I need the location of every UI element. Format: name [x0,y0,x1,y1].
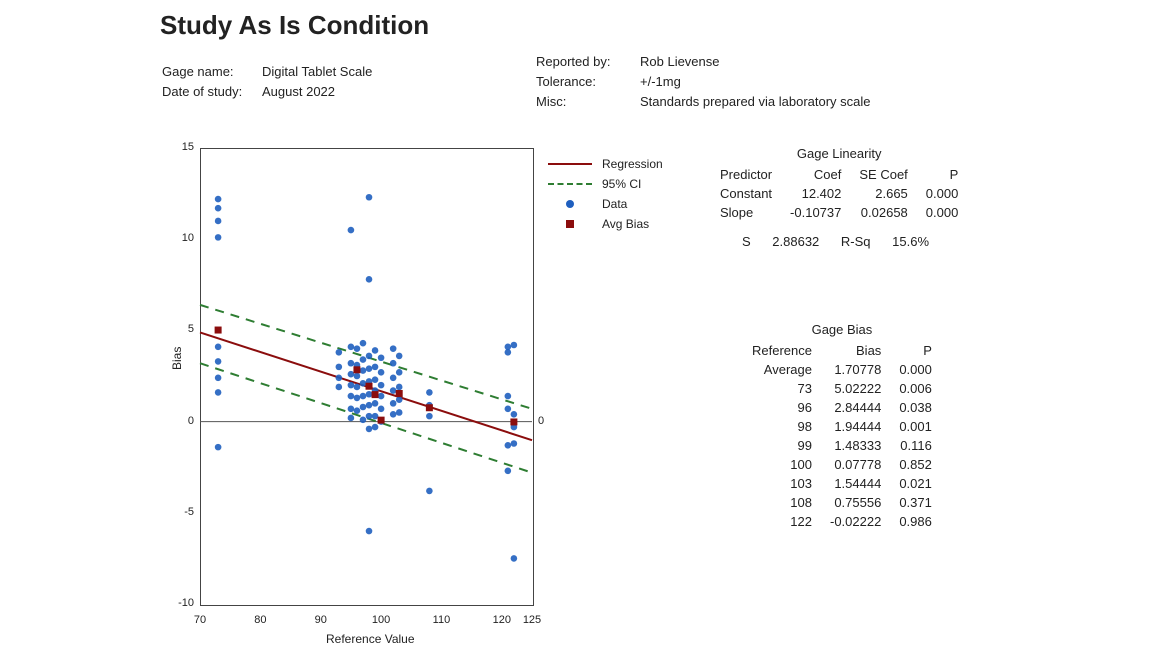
cell: 1.70778 [830,362,897,379]
cell: 0.116 [899,438,948,455]
table-row: Average1.707780.000 [752,362,948,379]
table-row: 991.483330.116 [752,438,948,455]
meta-label: Gage name: [162,62,262,82]
table-row: 735.022220.006 [752,381,948,398]
x-axis-label: Reference Value [326,632,415,646]
x-tick: 120 [490,614,514,626]
meta-label: Tolerance: [536,72,640,92]
cell: 0.021 [899,476,948,493]
meta-value: August 2022 [262,82,335,102]
x-tick: 110 [429,614,453,626]
zero-ref-label: 0 [538,415,544,427]
table-row: 962.844440.038 [752,400,948,417]
y-tick: 10 [170,232,194,244]
table-row: Slope-0.107370.026580.000 [720,205,974,222]
meta-right: Reported by:Rob LievenseTolerance:+/-1mg… [536,52,871,112]
meta-value: Digital Tablet Scale [262,62,372,82]
cell: 0.000 [926,186,975,203]
cell: 1.94444 [830,419,897,436]
meta-left: Gage name:Digital Tablet ScaleDate of st… [162,62,372,102]
meta-label: Reported by: [536,52,640,72]
cell: 0.75556 [830,495,897,512]
cell: 0.02658 [859,205,923,222]
cell: 12.402 [790,186,857,203]
col-header: Predictor [720,167,788,184]
y-tick: 5 [170,323,194,335]
cell: 0.001 [899,419,948,436]
table-title: Gage Linearity [720,146,974,165]
x-tick: 100 [369,614,393,626]
legend: Regression95% CIDataAvg Bias [548,154,663,234]
cell: 0.038 [899,400,948,417]
meta-value: Standards prepared via laboratory scale [640,92,871,112]
cell: 1.48333 [830,438,897,455]
legend-item: 95% CI [548,174,663,194]
y-tick: 0 [170,415,194,427]
legend-item: Regression [548,154,663,174]
cell: 100 [752,457,828,474]
gage-bias-table: Gage BiasReferenceBiasPAverage1.707780.0… [750,320,950,533]
table-row: 1031.544440.021 [752,476,948,493]
cell: Average [752,362,828,379]
cell: 99 [752,438,828,455]
meta-value: +/-1mg [640,72,681,92]
meta-value: Rob Lievense [640,52,720,72]
y-axis-label: Bias [170,347,184,370]
x-tick: 80 [248,614,272,626]
col-header: Coef [790,167,857,184]
gage-linearity-summary: S 2.88632 R-Sq 15.6% [742,234,947,249]
cell: 2.665 [859,186,923,203]
meta-label: Misc: [536,92,640,112]
page-title: Study As Is Condition [160,10,429,41]
cell: 0.852 [899,457,948,474]
cell: 103 [752,476,828,493]
cell: 73 [752,381,828,398]
cell: 1.54444 [830,476,897,493]
cell: 122 [752,514,828,531]
col-header: SE Coef [859,167,923,184]
col-header: P [899,343,948,360]
y-tick: -10 [170,597,194,609]
x-tick: 70 [188,614,212,626]
y-tick: 15 [170,141,194,153]
legend-item: Avg Bias [548,214,663,234]
cell: 0.006 [899,381,948,398]
rsq-value: 15.6% [892,234,947,249]
s-value: 2.88632 [772,234,837,249]
col-header: Reference [752,343,828,360]
s-label: S [742,234,769,249]
cell: 96 [752,400,828,417]
table-row: Constant12.4022.6650.000 [720,186,974,203]
y-tick: -5 [170,506,194,518]
col-header: P [926,167,975,184]
x-tick: 90 [309,614,333,626]
table-row: 1000.077780.852 [752,457,948,474]
cell: 0.000 [899,362,948,379]
meta-label: Date of study: [162,82,262,102]
cell: 0.986 [899,514,948,531]
cell: -0.02222 [830,514,897,531]
table-row: 981.944440.001 [752,419,948,436]
cell: 98 [752,419,828,436]
cell: 2.84444 [830,400,897,417]
cell: Constant [720,186,788,203]
legend-item: Data [548,194,663,214]
cell: 0.000 [926,205,975,222]
cell: 0.07778 [830,457,897,474]
rsq-label: R-Sq [841,234,889,249]
cell: 5.02222 [830,381,897,398]
table-row: 1080.755560.371 [752,495,948,512]
cell: 108 [752,495,828,512]
col-header: Bias [830,343,897,360]
x-tick: 125 [520,614,544,626]
gage-linearity-table: Gage Linearity PredictorCoefSE CoefP Const… [718,144,976,224]
table-title: Gage Bias [752,322,948,341]
cell: Slope [720,205,788,222]
bias-scatter-plot [200,148,532,604]
cell: 0.371 [899,495,948,512]
cell: -0.10737 [790,205,857,222]
table-row: 122-0.022220.986 [752,514,948,531]
